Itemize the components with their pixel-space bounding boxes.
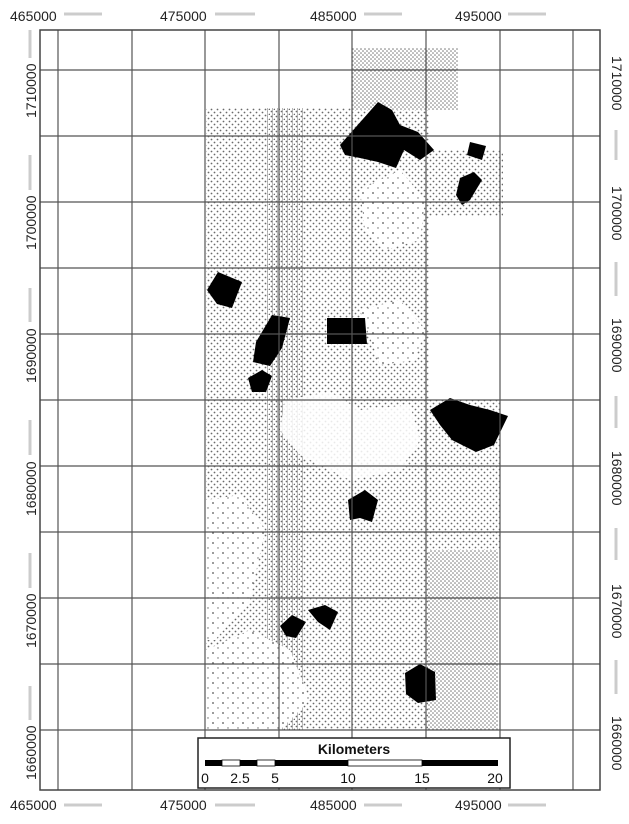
left-axis-label: 1710000 — [23, 63, 39, 118]
left-axis-label: 1690000 — [23, 328, 39, 383]
patch-north-small — [467, 142, 486, 160]
clear-zone-northeast — [360, 170, 425, 250]
left-axis: 1710000 1700000 1690000 1680000 1670000 … — [23, 30, 39, 780]
patch-center — [327, 318, 367, 344]
bottom-axis-label: 485000 — [310, 797, 357, 813]
patch-north-cluster — [340, 102, 434, 168]
scale-bar-segment — [240, 760, 257, 766]
clear-zone-south — [206, 630, 310, 730]
clear-zone-center — [280, 392, 420, 480]
right-axis-label: 1680000 — [609, 451, 625, 506]
black-patches — [207, 102, 508, 703]
patch-center-west-lower — [248, 370, 272, 392]
scale-bar-tick-label: 10 — [340, 770, 356, 786]
map-frame — [39, 29, 601, 791]
scale-bar-segment — [256, 759, 276, 767]
patch-center-west — [253, 315, 290, 366]
scale-bar-tick-label: 15 — [414, 770, 430, 786]
scale-bar-tick-label: 20 — [487, 770, 503, 786]
patch-east — [430, 398, 508, 452]
patch-south-east — [405, 664, 436, 703]
left-axis-label: 1670000 — [23, 593, 39, 648]
left-axis-label: 1700000 — [23, 195, 39, 250]
right-axis-label: 1690000 — [609, 318, 625, 373]
patch-south-center-small — [308, 605, 338, 630]
survey-area-lower-strip — [428, 550, 498, 730]
patch-west — [207, 272, 242, 308]
scale-bar-segment — [275, 760, 348, 766]
grid — [40, 30, 600, 790]
bottom-axis: 465000 475000 485000 495000 — [10, 797, 546, 813]
right-axis-label: 1670000 — [609, 584, 625, 639]
left-axis-label: 1680000 — [23, 461, 39, 516]
patch-northeast — [456, 172, 482, 205]
scale-bar: Kilometers 0 2.5 5 10 15 20 — [197, 737, 511, 789]
patch-south-center — [348, 490, 378, 522]
left-axis-label: 1660000 — [23, 725, 39, 780]
scale-bar-title: Kilometers — [318, 741, 391, 757]
clear-zone-east-middle — [360, 300, 425, 365]
scale-bar-tick-label: 0 — [201, 770, 209, 786]
scale-bar-segment — [347, 759, 423, 767]
bottom-axis-label: 465000 — [10, 797, 57, 813]
top-axis-label: 475000 — [160, 8, 207, 24]
scale-bar-segment — [422, 760, 498, 766]
clear-zone-west — [206, 495, 265, 640]
bottom-axis-label: 495000 — [455, 797, 502, 813]
bottom-axis-label: 475000 — [160, 797, 207, 813]
patch-south-west — [280, 615, 306, 638]
right-axis-label: 1660000 — [609, 716, 625, 771]
right-axis-label: 1700000 — [609, 186, 625, 241]
scale-bar-segment — [205, 760, 222, 766]
survey-area-north — [352, 48, 458, 110]
scale-bar-tick-label: 5 — [271, 770, 279, 786]
top-axis-label: 485000 — [310, 8, 357, 24]
scale-bar-segment — [221, 759, 241, 767]
right-axis: 1710000 1700000 1690000 1680000 1670000 … — [609, 56, 625, 771]
top-axis-label: 465000 — [10, 8, 57, 24]
top-axis: 465000 475000 485000 495000 — [10, 8, 546, 24]
right-axis-label: 1710000 — [609, 56, 625, 111]
scale-bar-tick-label: 2.5 — [230, 770, 250, 786]
top-axis-label: 495000 — [455, 8, 502, 24]
